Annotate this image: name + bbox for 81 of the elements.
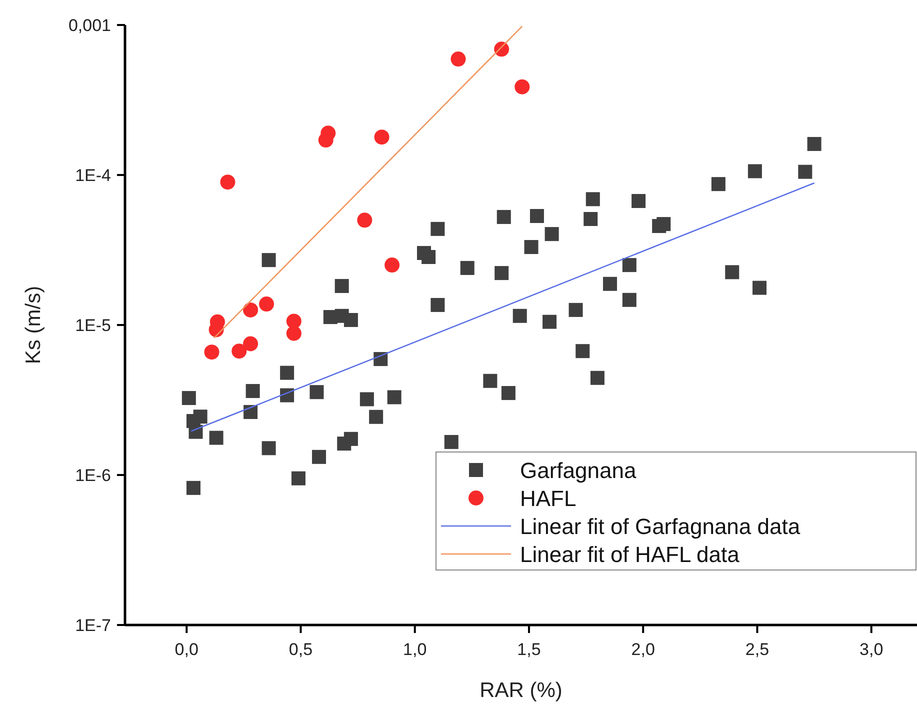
point: [798, 164, 812, 179]
point: [524, 240, 538, 254]
point: [430, 298, 445, 312]
point: [318, 132, 334, 148]
point: [186, 480, 200, 495]
point: [748, 164, 762, 178]
x-tick-label: 0,5: [288, 640, 313, 659]
point: [450, 52, 466, 67]
point: [182, 391, 196, 406]
point: [460, 260, 474, 275]
point: [188, 424, 203, 439]
point: [344, 312, 358, 327]
point: [291, 471, 306, 486]
x-tick-label: 2,0: [631, 640, 655, 659]
point: [357, 212, 372, 228]
point: [584, 212, 598, 226]
point: [310, 385, 324, 400]
point: [374, 130, 390, 145]
point: [262, 441, 276, 456]
point: [576, 344, 590, 358]
point: [220, 174, 236, 190]
point: [369, 410, 384, 424]
point: [204, 344, 220, 360]
point: [193, 410, 208, 424]
point: [586, 192, 600, 206]
point: [246, 384, 260, 398]
point: [603, 276, 618, 291]
point: [514, 79, 530, 94]
point: [530, 208, 544, 223]
y-axis-title: Ks (m/s): [22, 286, 45, 364]
y-tick-label: 1E-6: [75, 466, 111, 485]
point: [384, 258, 400, 273]
point: [622, 258, 636, 272]
point: [280, 388, 294, 402]
point: [444, 434, 458, 449]
x-tick-label: 0,0: [174, 640, 198, 659]
point: [286, 314, 302, 329]
point: [374, 352, 388, 366]
point: [807, 136, 822, 151]
point: [711, 177, 726, 192]
y-tick-label: 1E-5: [75, 316, 111, 335]
point: [387, 390, 402, 404]
point: [752, 280, 767, 295]
x-tick-label: 1,0: [403, 640, 427, 659]
point: [334, 278, 349, 293]
point: [542, 314, 557, 329]
x-axis-title: RAR (%): [480, 679, 562, 702]
point: [501, 386, 516, 400]
point: [568, 302, 583, 317]
legend-label: HAFL: [520, 486, 576, 511]
x-tick-label: 3,0: [860, 640, 884, 659]
y-tick-label: 0,001: [68, 16, 111, 35]
legend-label: Garfagnana: [520, 458, 637, 483]
point: [656, 217, 671, 232]
point: [494, 266, 509, 280]
point: [286, 326, 302, 341]
point: [590, 370, 604, 385]
x-tick-label: 2,5: [745, 640, 770, 659]
point: [483, 374, 498, 388]
point: [232, 344, 247, 359]
point: [632, 194, 646, 208]
point: [312, 450, 326, 464]
point: [209, 430, 224, 445]
point: [544, 227, 559, 242]
point: [262, 253, 276, 268]
point: [496, 210, 511, 224]
point: [725, 265, 740, 280]
point: [244, 405, 258, 420]
legend-label: Linear fit of Garfagnana data: [520, 514, 801, 539]
point: [512, 308, 527, 323]
point: [243, 302, 258, 318]
point: [280, 366, 294, 380]
point: [430, 222, 445, 236]
point: [243, 336, 258, 352]
point: [622, 292, 636, 307]
y-tick-label: 1E-7: [75, 616, 111, 635]
legend-label: Linear fit of HAFL data: [520, 542, 740, 567]
y-tick-label: 1E-4: [75, 166, 111, 185]
point: [360, 392, 374, 406]
x-tick-label: 1,5: [517, 640, 541, 659]
point: [259, 296, 274, 312]
